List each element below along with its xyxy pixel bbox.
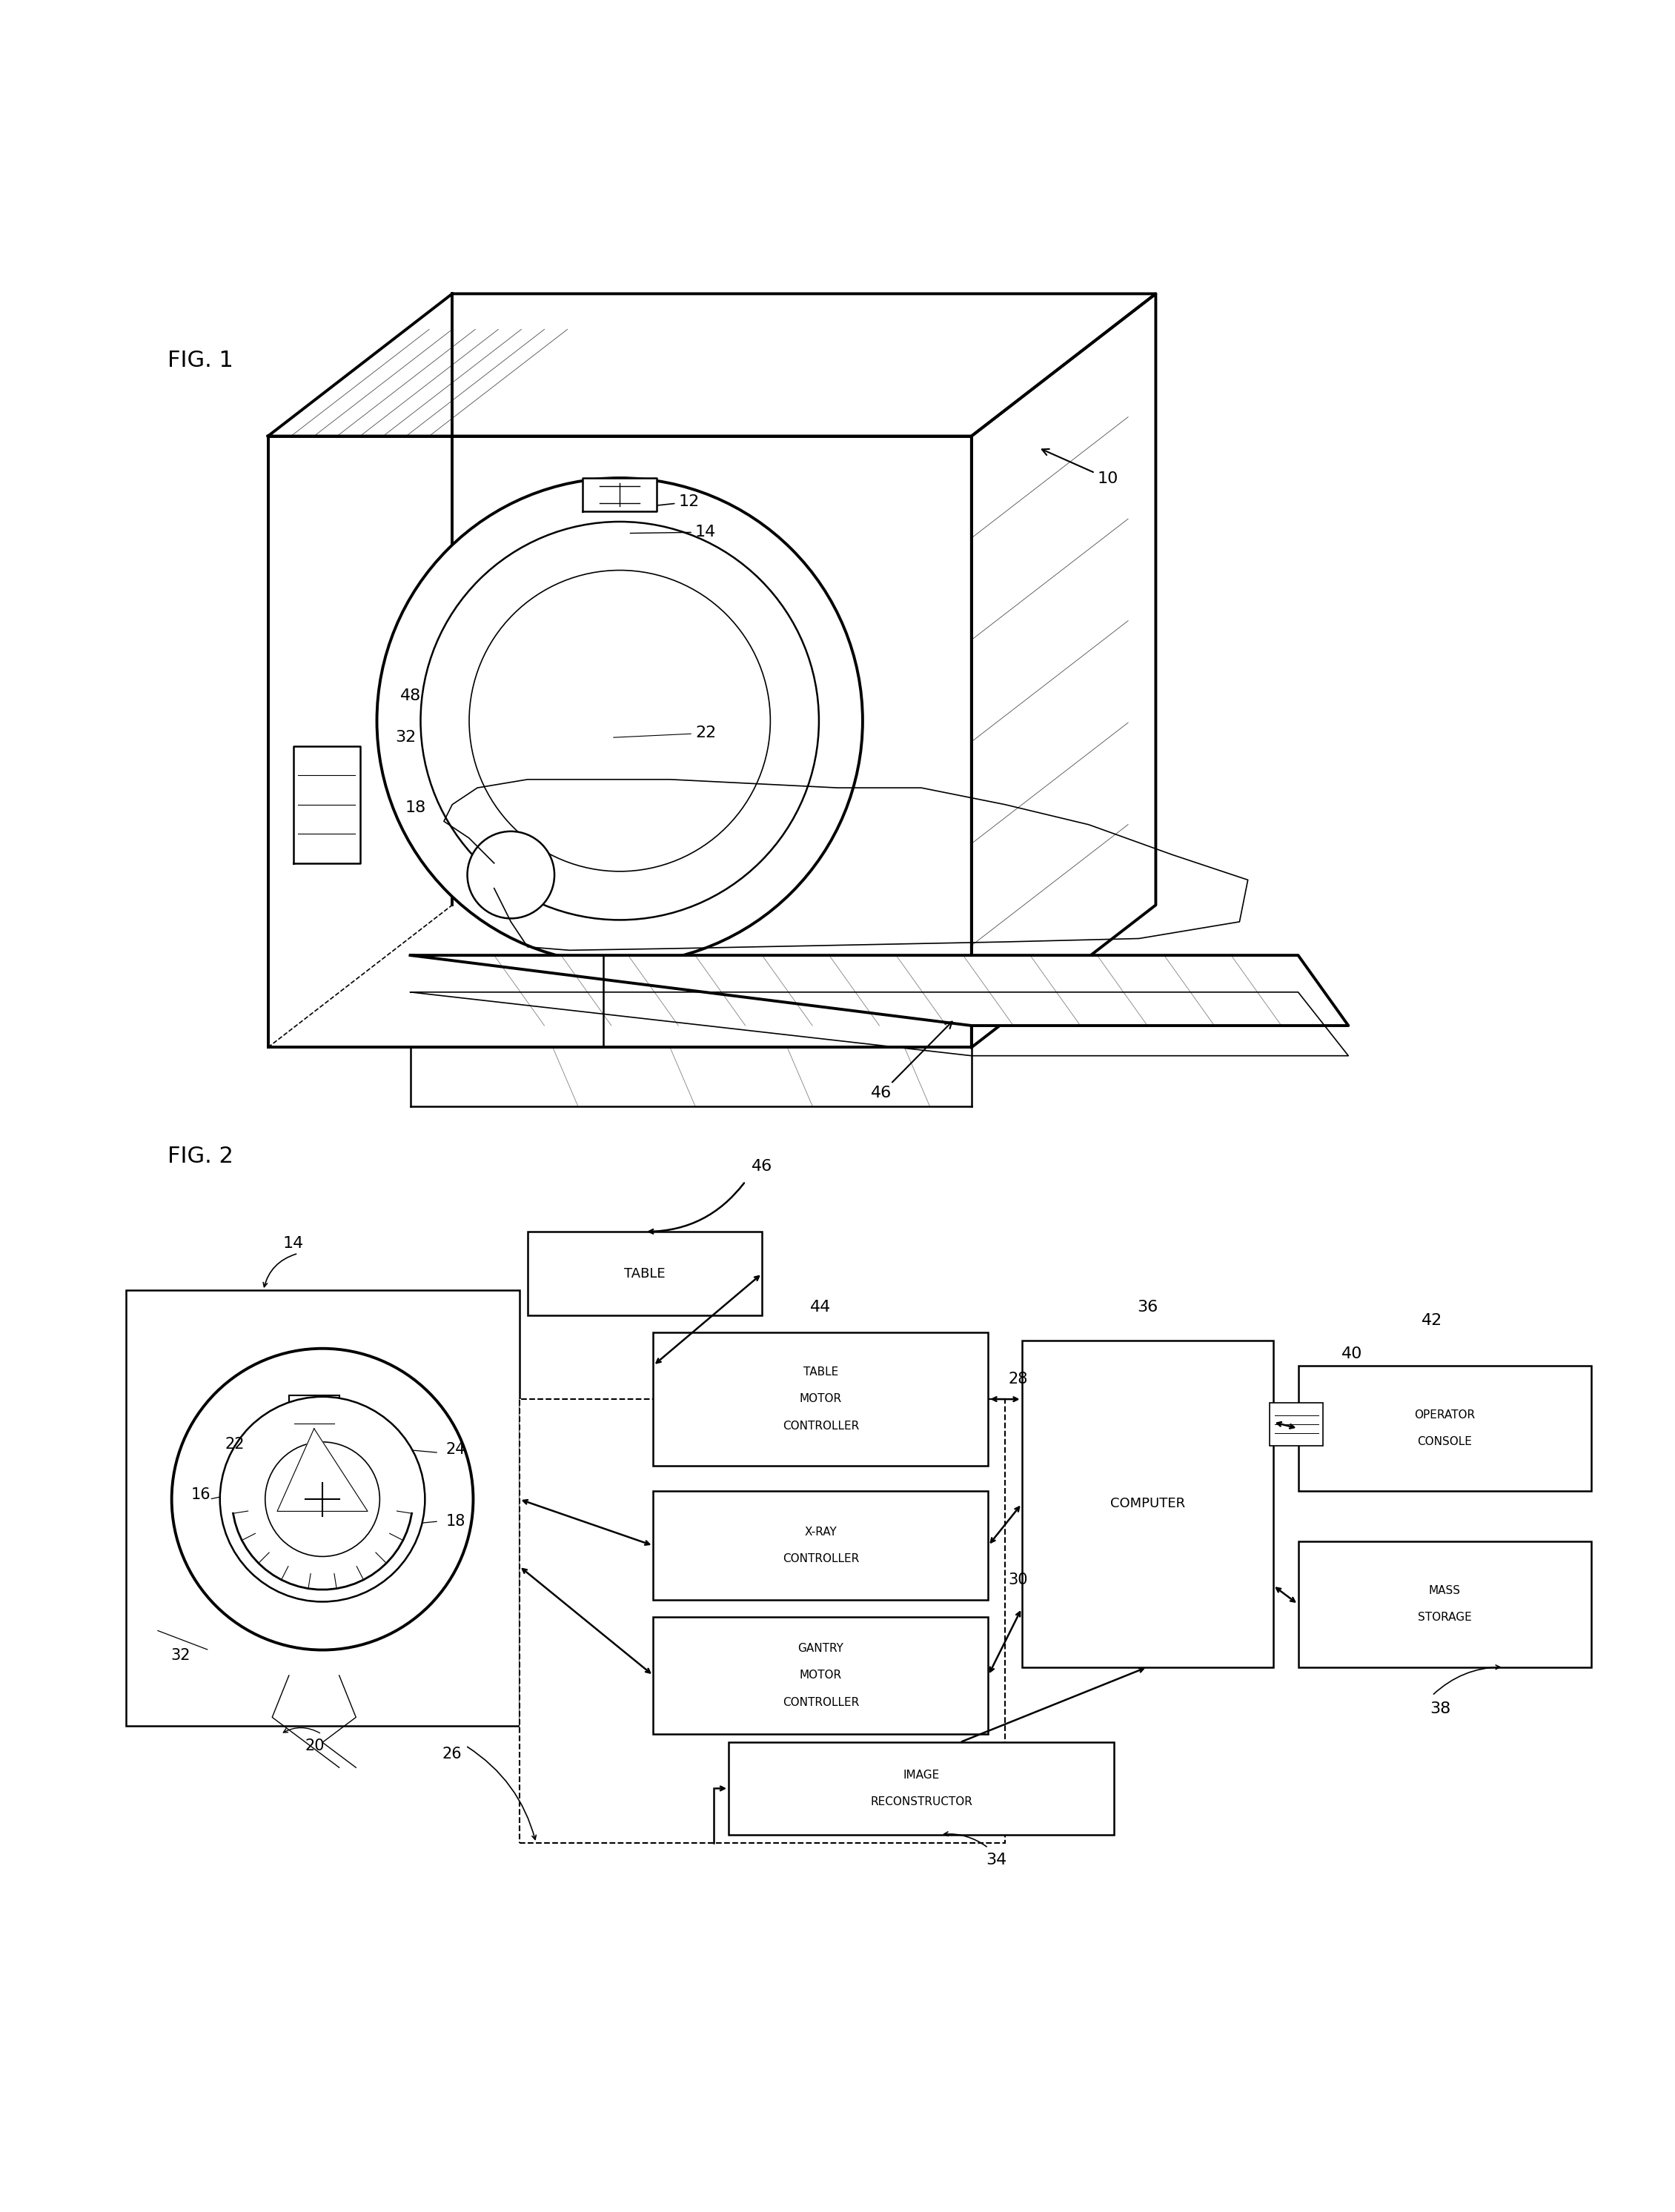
Ellipse shape [265, 1442, 380, 1557]
Polygon shape [278, 1429, 368, 1511]
Ellipse shape [173, 1349, 474, 1650]
Circle shape [377, 478, 863, 964]
Text: GANTRY: GANTRY [797, 1644, 844, 1655]
Text: 18: 18 [446, 1513, 466, 1528]
Bar [288, 1396, 338, 1429]
Text: X-RAY: X-RAY [804, 1526, 838, 1537]
Bar [653, 1332, 988, 1467]
Text: 46: 46 [752, 1159, 772, 1175]
Text: 22: 22 [613, 726, 717, 741]
Text: 18: 18 [405, 801, 425, 816]
Bar [528, 1232, 762, 1316]
Text: 42: 42 [1422, 1314, 1442, 1327]
Text: CONTROLLER: CONTROLLER [782, 1420, 859, 1431]
Bar [1022, 1340, 1273, 1668]
Circle shape [469, 571, 771, 872]
Text: 10: 10 [1042, 449, 1119, 487]
Circle shape [420, 522, 819, 920]
Text: 14: 14 [283, 1237, 303, 1250]
Text: COMPUTER: COMPUTER [1111, 1498, 1184, 1511]
Text: 28: 28 [1008, 1371, 1028, 1387]
Text: CONSOLE: CONSOLE [1417, 1436, 1472, 1447]
Text: 40: 40 [1342, 1347, 1362, 1360]
Text: 26: 26 [442, 1747, 462, 1761]
Text: 46: 46 [871, 1022, 951, 1102]
Polygon shape [293, 745, 360, 863]
Text: TABLE: TABLE [804, 1367, 838, 1378]
Text: 48: 48 [400, 688, 420, 703]
Text: IMAGE: IMAGE [903, 1770, 940, 1781]
Text: OPERATOR: OPERATOR [1414, 1409, 1476, 1420]
Ellipse shape [219, 1396, 425, 1601]
Bar [729, 1743, 1114, 1834]
Text: 14: 14 [630, 524, 717, 540]
Text: 44: 44 [811, 1301, 831, 1314]
Text: CONTROLLER: CONTROLLER [782, 1553, 859, 1564]
Text: 32: 32 [395, 730, 415, 745]
Text: MASS: MASS [1429, 1586, 1461, 1597]
Text: 34: 34 [987, 1851, 1007, 1867]
Text: FIG. 1: FIG. 1 [168, 349, 233, 372]
Bar [1270, 1402, 1323, 1447]
Text: STORAGE: STORAGE [1417, 1613, 1472, 1624]
Text: 16: 16 [191, 1486, 211, 1502]
Bar [126, 1290, 519, 1725]
Text: 12: 12 [618, 495, 700, 509]
Bar [519, 1398, 1005, 1843]
Circle shape [467, 832, 554, 918]
Bar [653, 1617, 988, 1734]
Bar [1298, 1365, 1591, 1491]
Text: 22: 22 [224, 1438, 245, 1451]
Text: 20: 20 [305, 1739, 325, 1754]
Text: 38: 38 [1430, 1701, 1451, 1717]
Text: 30: 30 [1008, 1573, 1028, 1588]
Text: 32: 32 [171, 1648, 191, 1663]
Text: 24: 24 [446, 1442, 466, 1458]
Bar [653, 1491, 988, 1599]
Text: MOTOR: MOTOR [799, 1670, 843, 1681]
Text: CONTROLLER: CONTROLLER [782, 1697, 859, 1708]
Bar [1298, 1542, 1591, 1668]
Text: 36: 36 [1137, 1301, 1157, 1314]
Text: RECONSTRUCTOR: RECONSTRUCTOR [869, 1796, 973, 1807]
Polygon shape [583, 478, 657, 511]
Polygon shape [410, 956, 1348, 1026]
Text: MOTOR: MOTOR [799, 1394, 843, 1405]
Text: FIG. 2: FIG. 2 [168, 1146, 233, 1168]
Text: TABLE: TABLE [625, 1267, 665, 1281]
